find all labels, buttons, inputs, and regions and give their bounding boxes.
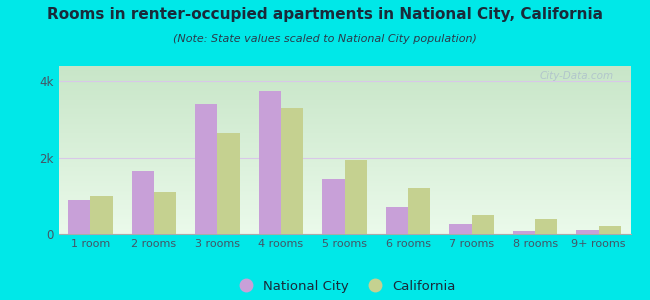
Bar xyxy=(472,215,494,234)
Bar xyxy=(513,231,535,234)
Text: (Note: State values scaled to National City population): (Note: State values scaled to National C… xyxy=(173,34,477,44)
Bar xyxy=(195,104,217,234)
Bar xyxy=(131,171,154,234)
Bar xyxy=(535,219,558,234)
Bar xyxy=(154,192,176,234)
Bar xyxy=(322,178,344,234)
Text: Rooms in renter-occupied apartments in National City, California: Rooms in renter-occupied apartments in N… xyxy=(47,8,603,22)
Bar xyxy=(408,188,430,234)
Bar xyxy=(68,200,90,234)
Bar xyxy=(449,224,472,234)
Bar xyxy=(281,108,303,234)
Text: City-Data.com: City-Data.com xyxy=(540,71,614,81)
Bar xyxy=(259,91,281,234)
Bar xyxy=(217,133,240,234)
Bar xyxy=(386,207,408,234)
Bar xyxy=(599,226,621,234)
Bar xyxy=(577,230,599,234)
Legend: National City, California: National City, California xyxy=(227,274,462,298)
Bar xyxy=(344,160,367,234)
Bar xyxy=(90,196,112,234)
